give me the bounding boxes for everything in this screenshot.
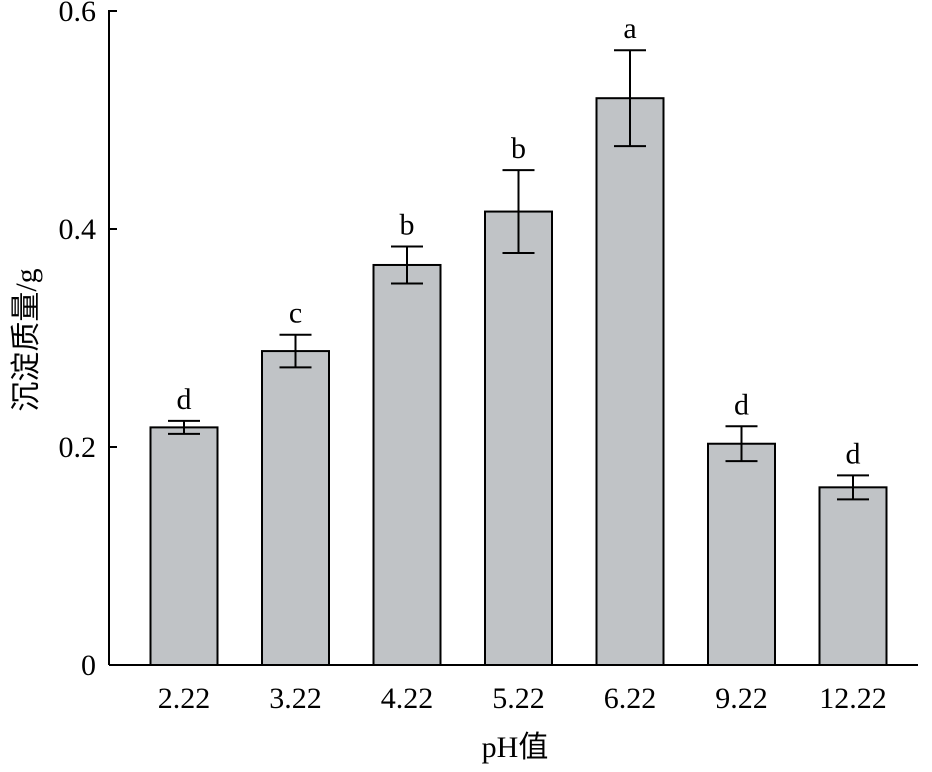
error-bar [168,419,200,435]
significance-label: d [177,383,192,416]
x-tick-label: 12.22 [819,682,887,715]
x-tick-labels-layer: 2.22 3.22 4.22 5.22 6.22 9.22 12.22 [158,682,887,715]
x-axis-title: pH值 [482,731,549,764]
x-tick-label: 6.22 [604,682,657,715]
error-bar [279,333,312,369]
significance-label: b [511,132,526,165]
bar [149,426,219,666]
y-axis-title: 沉淀质量/g [10,268,43,411]
bar [595,97,665,666]
significance-label: d [846,437,861,470]
y-tick-label: 0.4 [59,213,97,246]
significance-label: d [734,388,749,421]
error-bar [502,169,535,254]
y-tick-label: 0.2 [59,431,97,464]
bar [707,442,776,667]
bar [372,263,442,666]
axes-layer [108,10,918,666]
significance-label: c [289,297,302,330]
error-bar [837,474,869,501]
x-tick-label: 3.22 [269,682,322,715]
bar [261,350,330,666]
bar [818,486,888,666]
bar [484,210,553,666]
error-bar [614,49,646,148]
error-bar [391,245,423,285]
y-tick-label: 0.6 [59,0,97,28]
x-tick-label: 2.22 [158,682,211,715]
significance-label: b [400,208,415,241]
x-tick-label: 9.22 [715,682,768,715]
x-tick-label: 4.22 [381,682,434,715]
error-bars-layer [168,49,869,501]
error-bar [725,425,758,463]
x-tick-label: 5.22 [492,682,545,715]
significance-labels-layer: d c b b a d d [177,12,861,470]
y-tick-label: 0 [81,649,96,682]
significance-label: a [623,12,636,45]
y-ticks-layer: 0 0.2 0.4 0.6 [59,0,117,682]
